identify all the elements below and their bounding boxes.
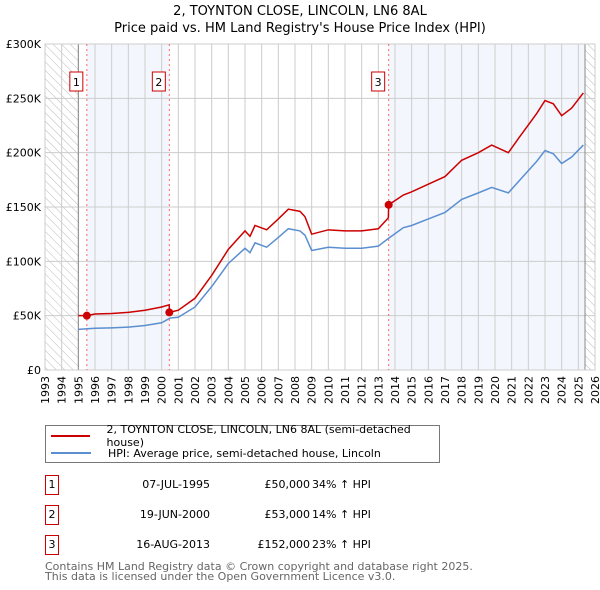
sale-point bbox=[384, 200, 393, 209]
sale-label: 1 bbox=[73, 76, 80, 89]
red-line-swatch bbox=[51, 435, 90, 437]
sale-point bbox=[165, 308, 174, 317]
sale-price: £152,000 bbox=[257, 538, 311, 551]
x-tick-label: 2008 bbox=[289, 376, 302, 404]
sale-label: 2 bbox=[155, 76, 162, 89]
x-tick-label: 1994 bbox=[56, 376, 69, 404]
blue-line-swatch bbox=[51, 452, 91, 454]
x-tick-label: 1999 bbox=[139, 376, 152, 404]
x-tick-label: 2006 bbox=[256, 376, 269, 404]
footer-licence: This data is licensed under the Open Gov… bbox=[45, 570, 396, 583]
x-tick-label: 1996 bbox=[89, 376, 102, 404]
x-tick-label: 2007 bbox=[272, 376, 285, 404]
y-tick-label: £200K bbox=[6, 147, 42, 160]
sale-hpi: 34% ↑ HPI bbox=[312, 478, 371, 491]
table-row: 2 19-JUN-2000 £53,000 14% ↑ HPI bbox=[45, 505, 445, 525]
sale-label: 3 bbox=[375, 76, 382, 89]
y-tick-label: £0 bbox=[27, 364, 41, 377]
price-chart: 1993 1994 1995 1996 1997 1998 1999 2000 2001 2002… bbox=[6, 38, 600, 404]
sale-number: 3 bbox=[45, 535, 59, 555]
sale-price: £50,000 bbox=[264, 478, 311, 491]
x-tick-label: 1995 bbox=[72, 376, 85, 404]
x-tick-label: 2021 bbox=[506, 376, 519, 404]
x-tick-label: 2010 bbox=[322, 376, 335, 404]
y-tick-label: £250K bbox=[6, 92, 42, 105]
x-tick-label: 2004 bbox=[222, 376, 235, 404]
x-tick-label: 2003 bbox=[206, 376, 219, 404]
x-tick-label: 2001 bbox=[172, 376, 185, 404]
x-tick-label: 2009 bbox=[306, 376, 319, 404]
x-tick-label: 2017 bbox=[439, 376, 452, 404]
x-tick-label: 2025 bbox=[572, 376, 585, 404]
legend-property: 2, TOYNTON CLOSE, LINCOLN, LN6 8AL (semi… bbox=[106, 423, 411, 449]
footer-copyright: Contains HM Land Registry data © Crown c… bbox=[45, 560, 473, 573]
x-tick-label: 1993 bbox=[39, 376, 52, 404]
sale-label-box bbox=[371, 71, 386, 92]
sale-label-box bbox=[69, 71, 84, 92]
sale-price: £53,000 bbox=[264, 508, 311, 521]
sale-point bbox=[82, 311, 91, 320]
sale-date: 19-JUN-2000 bbox=[139, 508, 210, 521]
legend-hpi: HPI: Average price, semi-detached house,… bbox=[108, 446, 381, 460]
x-tick-label: 2016 bbox=[422, 376, 435, 404]
series-line bbox=[78, 92, 584, 317]
x-tick-label: 1998 bbox=[122, 376, 135, 404]
x-tick-label: 2019 bbox=[472, 376, 485, 404]
x-tick-label: 2022 bbox=[522, 376, 535, 404]
sale-number: 1 bbox=[45, 475, 59, 495]
sale-date: 07-JUL-1995 bbox=[142, 478, 210, 491]
x-tick-label: 2002 bbox=[189, 376, 202, 404]
x-tick-label: 2012 bbox=[356, 376, 369, 404]
x-tick-label: 1997 bbox=[106, 376, 119, 404]
sale-date: 16-AUG-2013 bbox=[136, 538, 210, 551]
x-tick-label: 2026 bbox=[589, 376, 600, 404]
x-tick-label: 2014 bbox=[389, 376, 402, 404]
x-tick-label: 2023 bbox=[539, 376, 552, 404]
y-tick-label: £300K bbox=[6, 38, 42, 51]
sale-hpi: 14% ↑ HPI bbox=[312, 508, 371, 521]
y-tick-label: £150K bbox=[6, 201, 42, 214]
x-tick-label: 2005 bbox=[239, 376, 252, 404]
chart-subtitle: Price paid vs. HM Land Registry's House … bbox=[114, 21, 486, 36]
x-tick-label: 2000 bbox=[156, 376, 169, 404]
sale-label-box bbox=[151, 71, 166, 92]
table-row: 1 07-JUL-1995 £50,000 34% ↑ HPI bbox=[45, 475, 445, 495]
plot-border bbox=[44, 43, 596, 371]
sale-hpi: 23% ↑ HPI bbox=[312, 538, 371, 551]
series-line bbox=[78, 144, 584, 331]
legend: 2, TOYNTON CLOSE, LINCOLN, LN6 8AL (semi… bbox=[45, 423, 440, 463]
chart-title: 2, TOYNTON CLOSE, LINCOLN, LN6 8AL bbox=[173, 4, 427, 19]
x-tick-label: 2020 bbox=[489, 376, 502, 404]
table-row: 3 16-AUG-2013 £152,000 23% ↑ HPI bbox=[45, 535, 445, 555]
x-tick-label: 2013 bbox=[372, 376, 385, 404]
sale-number: 2 bbox=[45, 505, 59, 525]
x-tick-label: 2011 bbox=[339, 376, 352, 404]
x-tick-label: 2015 bbox=[406, 376, 419, 404]
y-tick-label: £100K bbox=[6, 255, 42, 268]
x-tick-label: 2018 bbox=[456, 376, 469, 404]
x-tick-label: 2024 bbox=[556, 376, 569, 404]
y-tick-label: £50K bbox=[13, 310, 42, 323]
